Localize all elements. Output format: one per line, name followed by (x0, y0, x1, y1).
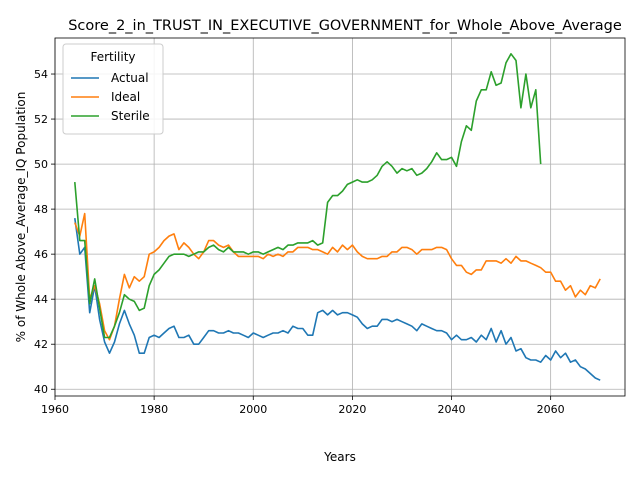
series-line-actual (74, 217, 601, 381)
legend-label-sterile: Sterile (111, 109, 150, 123)
series-lines (74, 52, 601, 381)
legend: Fertility Actual Ideal Sterile (62, 43, 164, 135)
y-tick-label: 42 (34, 338, 48, 351)
chart-title: Score_2_in_TRUST_IN_EXECUTIVE_GOVERNMENT… (68, 18, 622, 34)
legend-title: Fertility (90, 50, 135, 64)
y-axis-label: % of Whole Above_Average_IQ Population (14, 92, 28, 343)
x-tick-label: 2060 (537, 403, 565, 416)
y-axis-ticks: 40 42 44 46 48 50 52 54 (34, 68, 55, 396)
legend-label-ideal: Ideal (111, 90, 140, 104)
legend-label-actual: Actual (111, 71, 149, 85)
y-tick-label: 48 (34, 203, 48, 216)
y-tick-label: 44 (34, 293, 48, 306)
x-tick-label: 1980 (140, 403, 168, 416)
x-tick-label: 1960 (41, 403, 69, 416)
series-line-sterile (74, 52, 542, 339)
x-axis-ticks: 1960 1980 2000 2020 2040 2060 (41, 396, 565, 416)
x-tick-label: 2020 (338, 403, 366, 416)
legend-items: Actual Ideal Sterile (71, 71, 150, 123)
x-axis-label: Years (323, 450, 356, 464)
y-tick-label: 50 (34, 158, 48, 171)
y-tick-label: 40 (34, 383, 48, 396)
legend-box (62, 43, 164, 135)
y-tick-label: 54 (34, 68, 48, 81)
grid-lines (54, 38, 625, 396)
x-tick-label: 2040 (438, 403, 466, 416)
plot-frame (54, 37, 626, 397)
series-line-ideal (74, 212, 601, 341)
y-tick-label: 52 (34, 113, 48, 126)
y-tick-label: 46 (34, 248, 48, 261)
x-tick-label: 2000 (239, 403, 267, 416)
